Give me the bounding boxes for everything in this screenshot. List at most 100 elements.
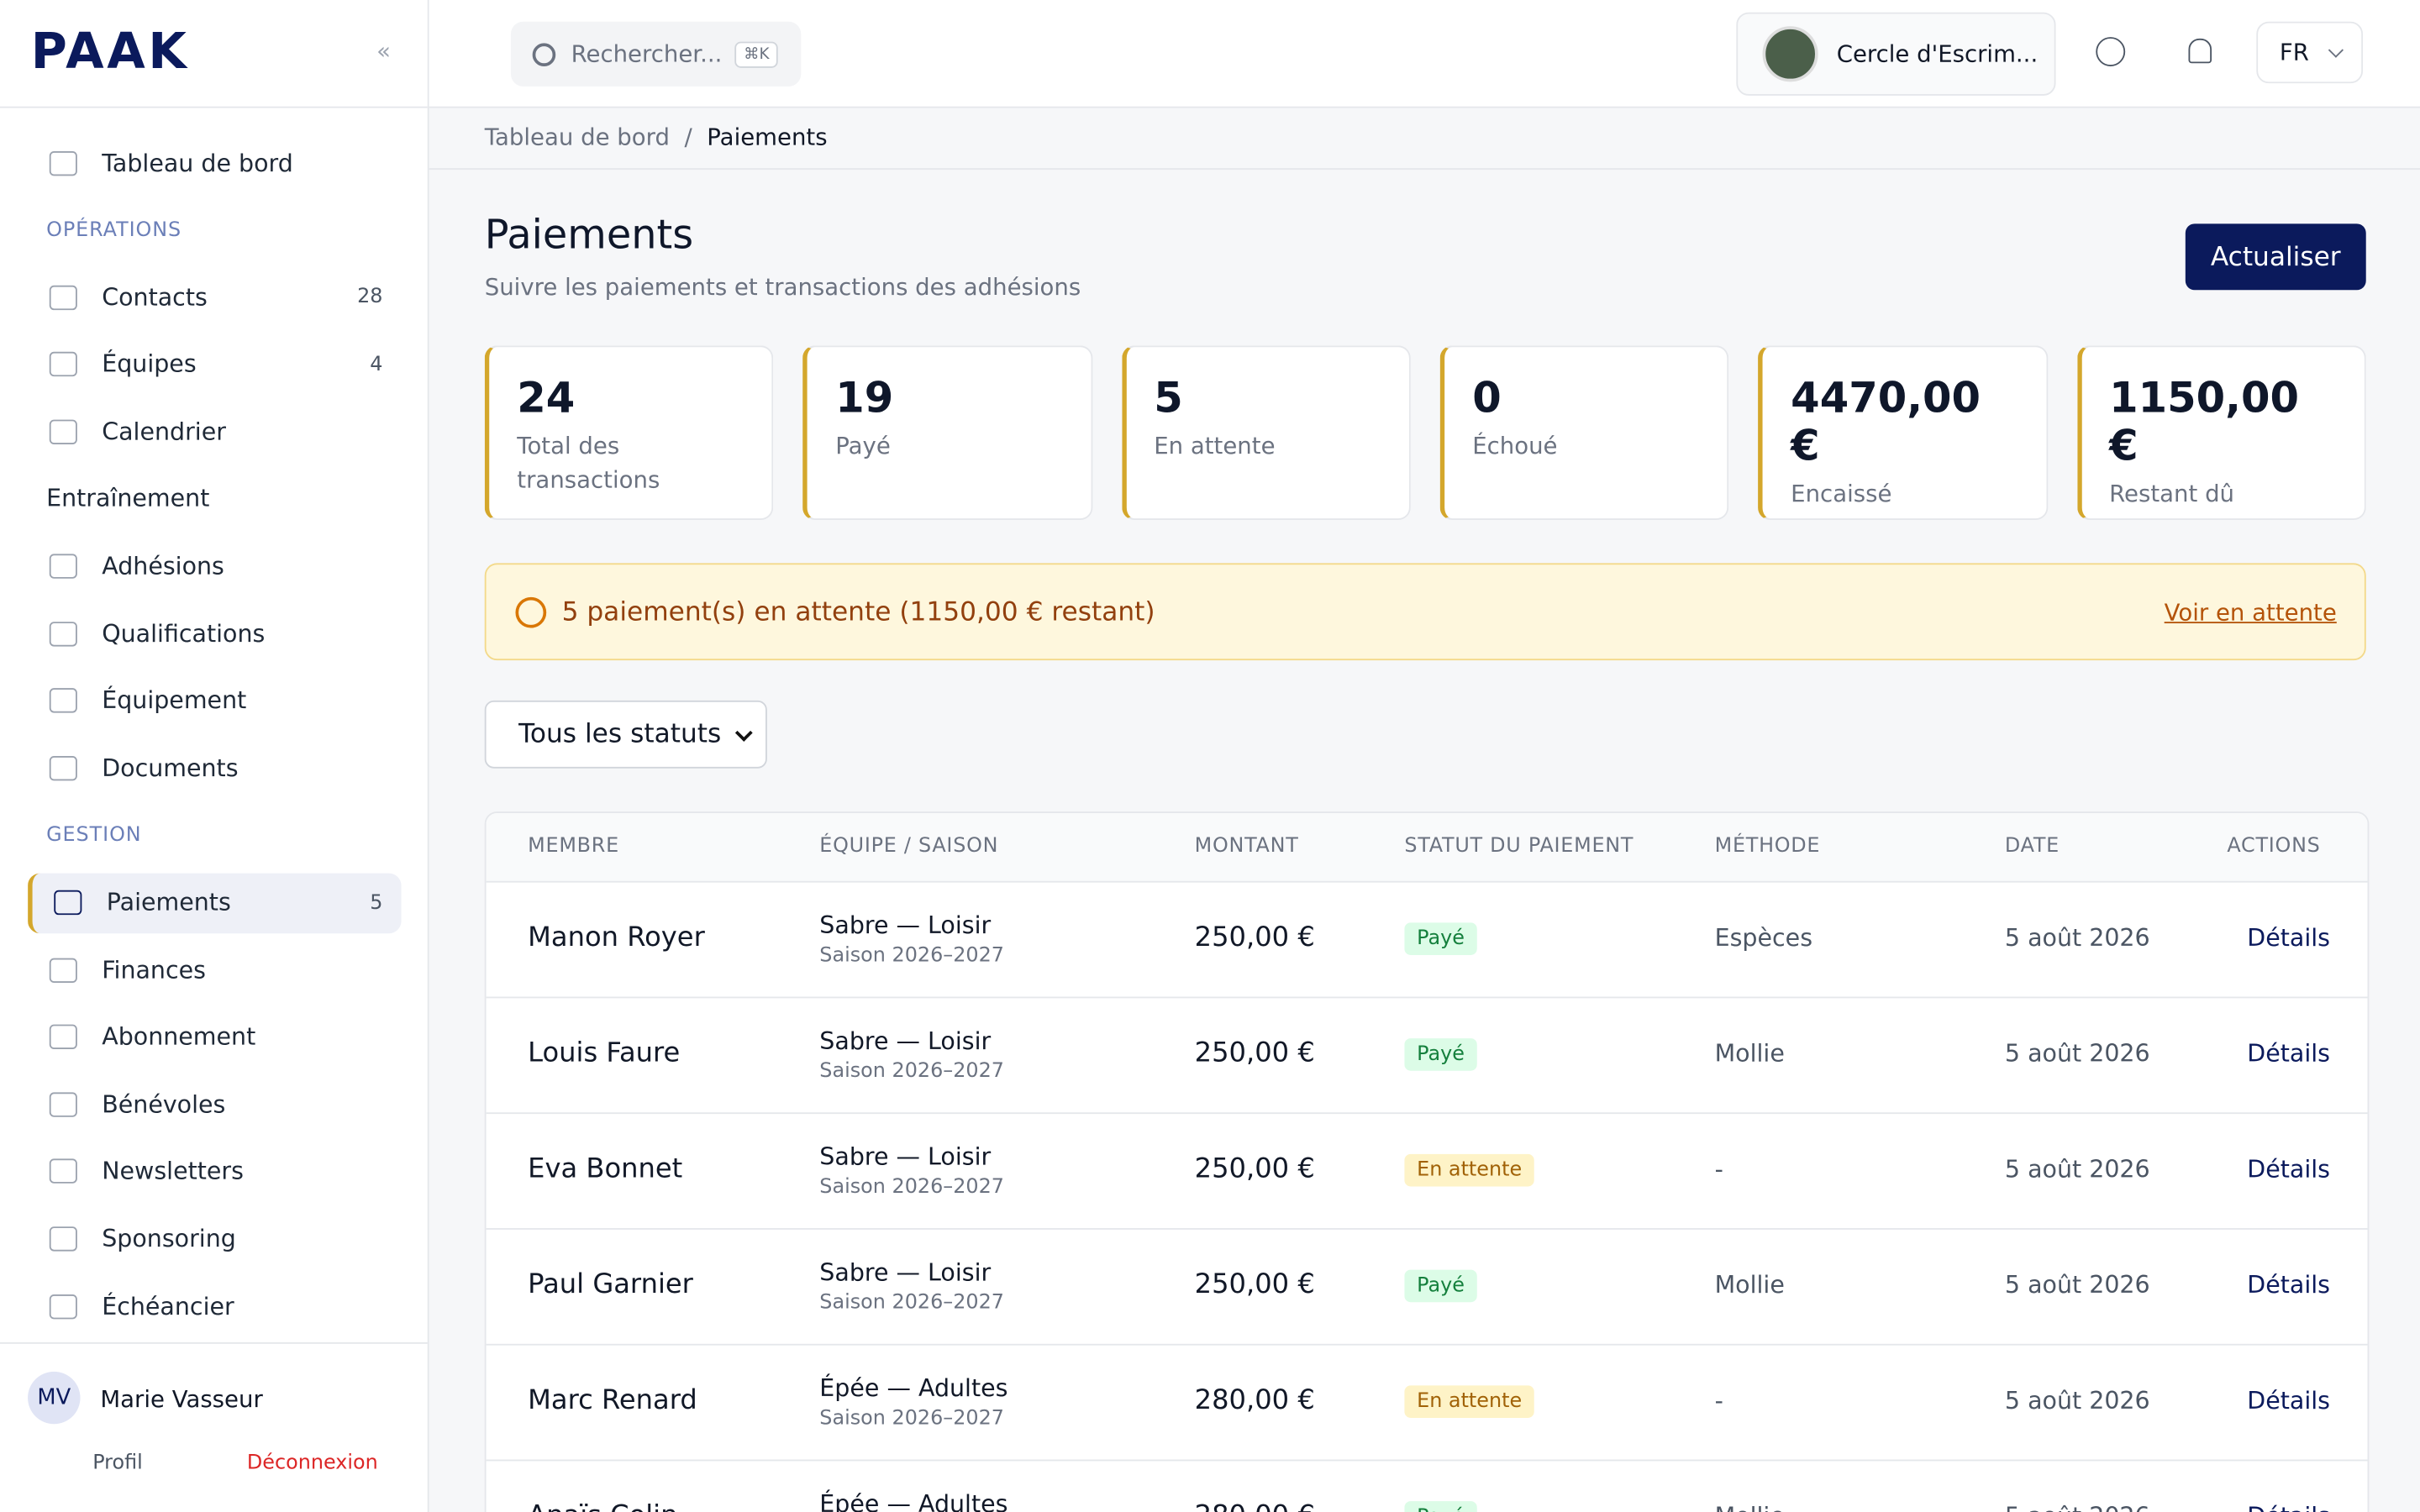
- brand[interactable]: PAAK: [30, 21, 190, 81]
- org-switcher[interactable]: Cercle d'Escrim...: [1736, 12, 2056, 96]
- nav-item[interactable]: Qualifications: [28, 603, 401, 664]
- nav-item[interactable]: Équipes 4: [28, 334, 401, 395]
- alert-link[interactable]: Voir en attente: [2164, 597, 2337, 626]
- nav-label: Équipement: [102, 686, 247, 715]
- details-link[interactable]: Détails: [2247, 1039, 2331, 1068]
- stat-card: 19 Payé: [802, 345, 1092, 520]
- search[interactable]: Rechercher... ⌘K: [510, 21, 802, 87]
- topbar: Rechercher... ⌘K Cercle d'Escrim... FR: [429, 0, 2420, 108]
- user-name: Marie Vasseur: [100, 1385, 263, 1414]
- nav-label: Échéancier: [102, 1292, 234, 1320]
- nav-label: Calendrier: [102, 417, 226, 446]
- status-badge: Payé: [1404, 1038, 1477, 1071]
- nav-label: Qualifications: [102, 619, 266, 648]
- help-icon[interactable]: [2096, 37, 2126, 66]
- nav-item[interactable]: Adhésions: [28, 536, 401, 596]
- details-link[interactable]: Détails: [2247, 1503, 2330, 1512]
- nav-icon: [49, 755, 77, 781]
- amount: 280,00 €: [1194, 1385, 1315, 1417]
- nav-icon: [49, 1226, 77, 1252]
- lang-select[interactable]: FR: [2256, 21, 2364, 84]
- nav-icon: [49, 285, 77, 310]
- amount: 250,00 €: [1194, 1153, 1315, 1185]
- status-badge: En attente: [1404, 1153, 1534, 1187]
- details-link[interactable]: Détails: [2247, 1387, 2331, 1415]
- collapse-button[interactable]: «: [376, 37, 392, 66]
- member: Anaïs Colin: [528, 1501, 677, 1512]
- table-row: Marc Renard Épée — Adultes Saison 2026–202…: [486, 1346, 2368, 1462]
- date: 5 août 2026: [2004, 1271, 2150, 1299]
- logout-link[interactable]: Déconnexion: [246, 1452, 378, 1475]
- nav-group[interactable]: Entraînement: [46, 485, 210, 513]
- org-logo: [1762, 26, 1818, 82]
- nav-item[interactable]: Documents: [28, 738, 401, 799]
- sidebar: PAAK « Tableau de bord OPÉRATIONS Contacts…: [0, 0, 429, 1512]
- details-link[interactable]: Détails: [2247, 924, 2331, 953]
- method: -: [1714, 1155, 1723, 1184]
- team: Épée — Adultes: [819, 1490, 1008, 1512]
- column-header: ÉQUIPE / SAISON: [819, 834, 999, 858]
- stat-value: 4470,00 €: [1791, 375, 1981, 471]
- nav-icon: [49, 554, 77, 579]
- stat-value: 5: [1154, 375, 1183, 423]
- nav-item[interactable]: Contacts 28: [28, 267, 401, 328]
- method: Espèces: [1714, 924, 1813, 953]
- stat-card: 24 Total des transactions: [484, 345, 774, 520]
- stat-label: Échoué: [1472, 432, 1558, 460]
- bell-icon[interactable]: [2188, 38, 2212, 64]
- table-row: Louis Faure Sabre — Loisir Saison 2026–202…: [486, 998, 2368, 1115]
- nav-icon: [49, 419, 77, 444]
- nav-label: Adhésions: [102, 552, 224, 580]
- nav-item[interactable]: Abonnement: [28, 1007, 401, 1068]
- lang: FR: [2279, 38, 2309, 66]
- nav-item[interactable]: Paiements 5: [28, 872, 402, 933]
- nav-section: OPÉRATIONS: [46, 218, 182, 242]
- refresh-button[interactable]: Actualiser: [2185, 223, 2366, 291]
- crumb-link[interactable]: Tableau de bord: [484, 123, 670, 152]
- divider: [0, 106, 428, 108]
- season: Saison 2026–2027: [819, 1059, 1004, 1084]
- team: Sabre — Loisir: [819, 1143, 992, 1172]
- stat-value: 1150,00 €: [2109, 375, 2300, 471]
- nav-icon: [49, 621, 77, 646]
- stat-card: 0 Échoué: [1439, 345, 1729, 520]
- method: Mollie: [1715, 1503, 1785, 1512]
- column-header: MÉTHODE: [1714, 834, 1821, 858]
- column-header: MONTANT: [1194, 834, 1299, 858]
- nav-label: Abonnement: [102, 1023, 256, 1052]
- stat-value: 0: [1472, 375, 1502, 423]
- stat-value: 19: [835, 375, 894, 423]
- nav-label: Équipes: [102, 350, 197, 379]
- season: Saison 2026–2027: [819, 1291, 1004, 1315]
- stat-label: Restant dû: [2109, 480, 2235, 508]
- nav-item[interactable]: Calendrier: [28, 402, 401, 462]
- details-link[interactable]: Détails: [2247, 1155, 2331, 1184]
- team: Sabre — Loisir: [819, 911, 992, 940]
- nav-item[interactable]: Bénévoles: [28, 1074, 401, 1135]
- amount: 250,00 €: [1194, 922, 1315, 954]
- method: -: [1714, 1387, 1723, 1415]
- filter-value: Tous les statuts: [518, 718, 722, 750]
- nav-item[interactable]: Sponsoring: [28, 1209, 401, 1269]
- nav-label: Finances: [102, 956, 206, 984]
- profile-link[interactable]: Profil: [92, 1452, 143, 1475]
- member: Paul Garnier: [528, 1269, 693, 1301]
- date: 5 août 2026: [2004, 924, 2150, 953]
- nav-label: Contacts: [102, 283, 208, 312]
- nav-icon: [49, 150, 77, 176]
- shortcut: ⌘K: [734, 40, 779, 67]
- nav-item[interactable]: Finances: [28, 940, 401, 1000]
- nav-item[interactable]: Tableau de bord: [28, 133, 401, 193]
- status-filter[interactable]: Tous les statuts: [484, 700, 767, 769]
- table-header: MEMBRE ÉQUIPE / SAISON MONTANT STATUT DU PA…: [486, 812, 2368, 883]
- column-header: ACTIONS: [2227, 834, 2321, 858]
- details-link[interactable]: Détails: [2247, 1271, 2331, 1299]
- nav-item[interactable]: Équipement: [28, 671, 401, 732]
- nav-item[interactable]: Échéancier: [28, 1276, 401, 1336]
- nav-label: Bénévoles: [102, 1090, 226, 1119]
- amount: 250,00 €: [1194, 1038, 1315, 1069]
- nav-icon: [49, 1159, 77, 1184]
- nav-item[interactable]: Newsletters: [28, 1142, 401, 1202]
- nav-count: 4: [370, 353, 383, 376]
